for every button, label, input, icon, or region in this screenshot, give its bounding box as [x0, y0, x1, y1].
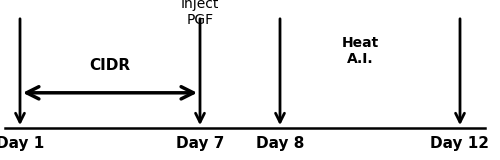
Text: CIDR: CIDR	[90, 58, 130, 73]
Text: Day 8: Day 8	[256, 136, 304, 151]
Text: Day 12: Day 12	[430, 136, 490, 151]
Text: Day 7: Day 7	[176, 136, 224, 151]
Text: Inject
PGF: Inject PGF	[181, 0, 219, 27]
Text: Day 1: Day 1	[0, 136, 44, 151]
Text: Heat
A.I.: Heat A.I.	[342, 36, 378, 66]
